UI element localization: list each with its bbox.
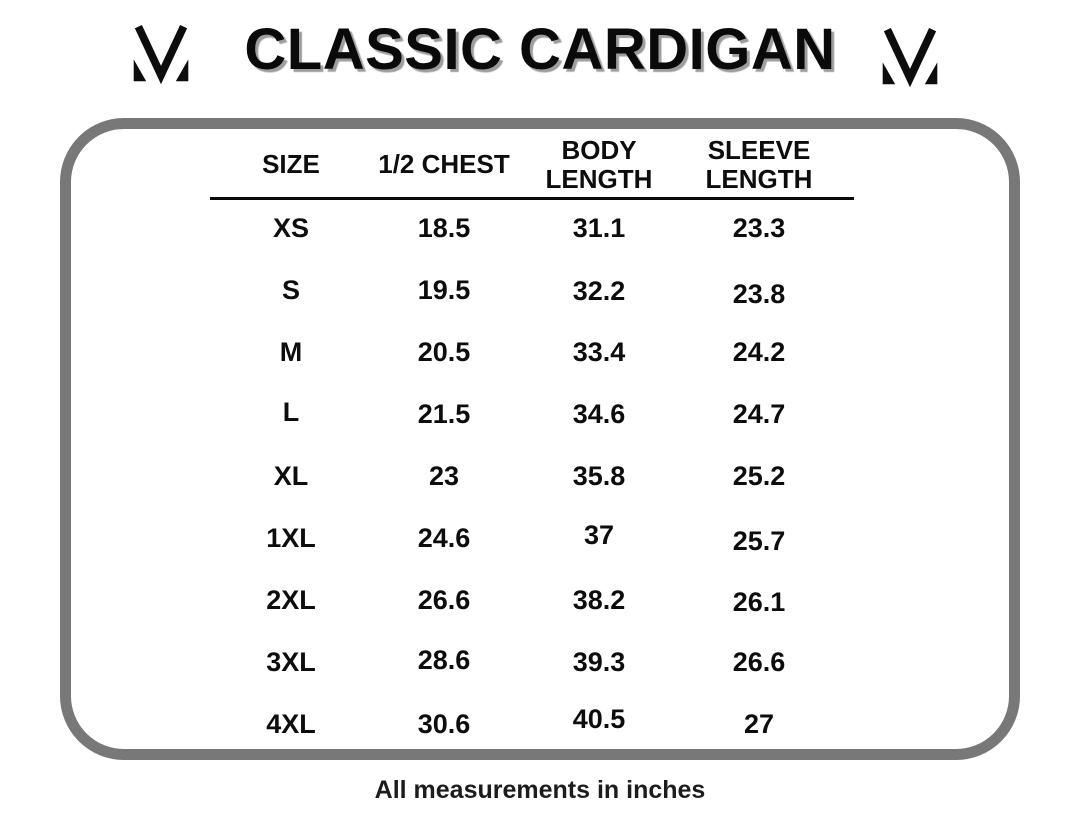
cell-half-chest: 21.5 (417, 398, 471, 429)
column-header-body-length: BODY LENGTH (545, 134, 653, 194)
m-monogram-icon (882, 27, 938, 88)
cell-body-length: 40.5 (572, 703, 626, 734)
size-row-m: M 20.5 33.4 24.2 (216, 321, 842, 383)
cell-size: 3XL (266, 646, 316, 677)
cell-sleeve-length: 26.6 (732, 646, 786, 677)
size-row-1xl: 1XL 24.6 37 25.7 (216, 507, 842, 569)
size-chart-panel (60, 118, 1020, 760)
cell-body-length: 33.4 (572, 336, 626, 367)
cell-body-length: 35.8 (572, 460, 626, 491)
footer-note: All measurements in inches (374, 776, 706, 804)
size-row-xl: XL 23 35.8 25.2 (216, 445, 842, 507)
column-header-sleeve-length: SLEEVE LENGTH (705, 134, 813, 194)
cell-sleeve-length: 23.3 (732, 212, 786, 243)
column-header-1-2-chest: 1/2 CHEST (378, 149, 510, 180)
size-row-3xl: 3XL 28.6 39.3 26.6 (216, 631, 842, 693)
cell-half-chest: 24.6 (417, 522, 471, 553)
size-row-s: S 19.5 32.2 23.8 (216, 259, 842, 321)
cell-sleeve-length: 26.1 (732, 586, 786, 617)
size-row-2xl: 2XL 26.6 38.2 26.1 (216, 569, 842, 631)
cell-body-length: 31.1 (572, 212, 626, 243)
cell-size: 2XL (266, 584, 316, 615)
page-title: CLASSIC CARDIGAN (244, 17, 836, 82)
m-monogram-icon (133, 24, 189, 85)
cell-sleeve-length: 24.7 (732, 398, 786, 429)
cell-sleeve-length: 25.2 (732, 460, 786, 491)
cell-size: 1XL (266, 522, 316, 553)
cell-size: XL (273, 460, 309, 491)
cell-size: 4XL (266, 708, 316, 739)
cell-size: S (281, 274, 300, 305)
size-table: SIZE 1/2 CHEST BODY LENGTH SLEEVE LENGTH XS… (216, 133, 842, 755)
cell-body-length: 38.2 (572, 584, 626, 615)
cell-body-length: 34.6 (572, 398, 626, 429)
cell-half-chest: 23 (428, 460, 460, 491)
cell-half-chest: 18.5 (417, 212, 471, 243)
size-row-4xl: 4XL 30.6 40.5 27 (216, 693, 842, 755)
cell-body-length: 39.3 (572, 646, 626, 677)
cell-sleeve-length: 24.2 (732, 336, 786, 367)
size-table-body: XS 18.5 31.1 23.3 S 19.5 32.2 23.8 M 20.5 33.4 24.2… (216, 197, 842, 755)
cell-size: M (279, 336, 303, 367)
header-divider (210, 197, 854, 200)
cell-body-length: 32.2 (572, 275, 626, 306)
cell-body-length: 37 (583, 519, 615, 550)
cell-sleeve-length: 27 (743, 708, 775, 739)
cell-sleeve-length: 23.8 (732, 278, 786, 309)
column-header-size: SIZE (262, 149, 320, 180)
cell-half-chest: 20.5 (417, 336, 471, 367)
cell-size: L (282, 396, 300, 427)
size-row-xs: XS 18.5 31.1 23.3 (216, 197, 842, 259)
cell-half-chest: 28.6 (417, 644, 471, 675)
cell-size: XS (272, 212, 310, 243)
size-row-l: L 21.5 34.6 24.7 (216, 383, 842, 445)
cell-half-chest: 19.5 (417, 274, 471, 305)
size-table-header-row: SIZE 1/2 CHEST BODY LENGTH SLEEVE LENGTH (216, 133, 842, 197)
cell-half-chest: 30.6 (417, 708, 471, 739)
cell-half-chest: 26.6 (417, 584, 471, 615)
cell-sleeve-length: 25.7 (732, 525, 786, 556)
